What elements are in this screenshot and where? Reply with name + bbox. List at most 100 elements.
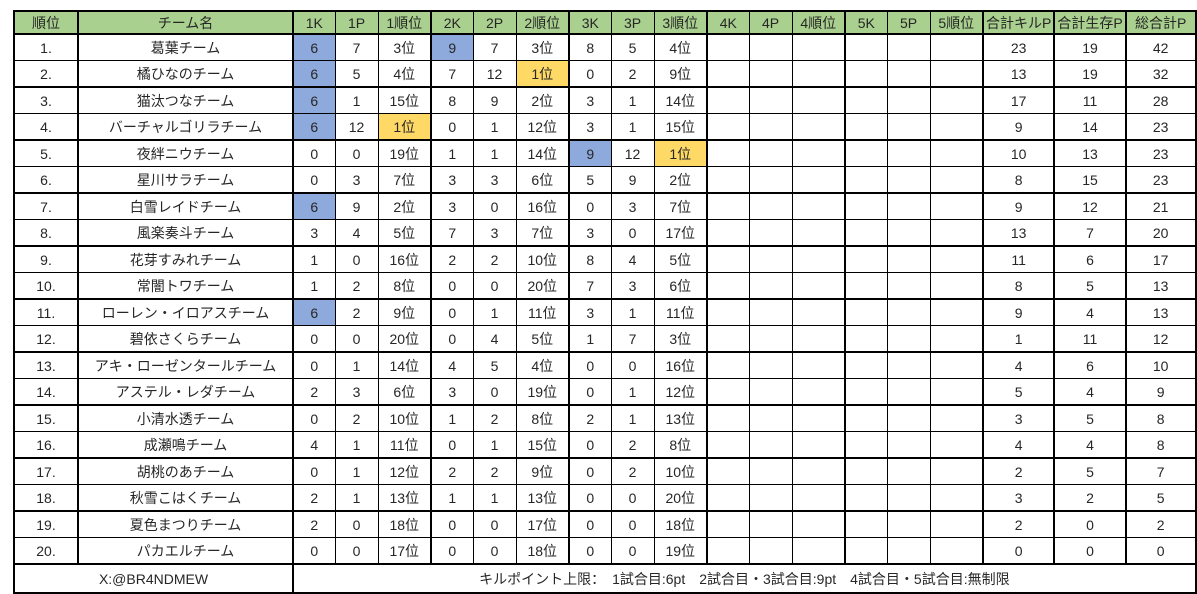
total-cell: 7 [1124,457,1197,485]
rank-cell: 6. [13,166,79,194]
score-cell: 4位 [377,60,432,88]
score-cell: 5位 [515,325,570,353]
score-cell: 6 [292,86,336,114]
score-cell: 1 [610,298,655,326]
score-cell [791,404,846,432]
score-cell: 5位 [377,219,432,247]
score-cell [706,192,750,220]
score-cell: 4位 [653,33,708,61]
score-cell: 3 [568,219,612,247]
column-header: 3順位 [653,10,708,35]
score-cell: 9位 [377,298,432,326]
total-cell: 12 [1053,192,1127,220]
rank-cell: 17. [13,457,79,485]
score-cell: 0 [472,272,517,300]
score-cell [748,113,793,141]
score-cell: 0 [334,325,379,353]
score-cell: 0 [430,272,474,300]
score-cell [706,113,750,141]
score-cell [844,351,888,379]
score-cell [748,219,793,247]
score-cell: 2 [430,245,474,273]
column-header: 総合計P [1124,10,1197,35]
score-cell: 14位 [377,351,432,379]
score-cell [748,139,793,167]
total-cell: 13 [1124,272,1197,300]
score-cell: 1 [334,457,379,485]
rank-cell: 2. [13,60,79,88]
team-name-cell: アステル・レダチーム [77,378,294,406]
team-name-cell: アキ・ローゼンタールチーム [77,351,294,379]
score-cell: 1位 [377,113,432,141]
score-cell [748,537,793,565]
score-cell: 1位 [653,139,708,167]
score-cell: 16位 [377,245,432,273]
score-cell: 3 [568,113,612,141]
table-row: 5. 夜絆ニウチーム 0 0 19位 1 1 14位 9 12 1位 10 13 23 [13,139,1197,167]
score-cell: 1 [472,484,517,512]
score-cell [791,86,846,114]
score-cell: 1 [292,245,336,273]
total-cell: 21 [1124,192,1197,220]
score-cell [886,219,931,247]
team-name-cell: 葛葉チーム [77,33,294,61]
total-cell: 3 [981,404,1055,432]
column-header: 1順位 [377,10,432,35]
score-cell: 8 [568,33,612,61]
score-cell: 1 [472,431,517,459]
table-row: 19. 夏色まつりチーム 2 0 18位 0 0 17位 0 0 18位 2 0 2 [13,510,1197,538]
score-cell: 2 [472,404,517,432]
rank-cell: 13. [13,351,79,379]
score-cell [706,60,750,88]
score-cell [929,166,984,194]
score-cell: 12 [334,113,379,141]
score-cell: 0 [430,431,474,459]
score-cell: 1 [610,86,655,114]
score-cell [844,219,888,247]
score-cell [791,537,846,565]
score-cell: 1 [334,431,379,459]
total-cell: 9 [1124,378,1197,406]
score-cell: 0 [430,510,474,538]
column-header: 5P [886,10,931,35]
score-cell [791,166,846,194]
team-name-cell: 風楽奏斗チーム [77,219,294,247]
score-cell [929,60,984,88]
score-cell [886,378,931,406]
score-cell [791,113,846,141]
score-cell [844,86,888,114]
total-cell: 8 [981,166,1055,194]
score-cell: 1 [472,113,517,141]
score-cell: 0 [292,404,336,432]
score-cell [844,272,888,300]
table-row: 6. 星川サラチーム 0 3 7位 3 3 6位 5 9 2位 8 15 23 [13,166,1197,194]
score-cell: 2 [610,457,655,485]
score-cell: 0 [292,537,336,565]
rank-cell: 10. [13,272,79,300]
team-name-cell: 成瀬鳴チーム [77,431,294,459]
score-cell [929,219,984,247]
score-cell [844,60,888,88]
score-cell: 0 [568,192,612,220]
table-footer: X:@BR4NDMEW キルポイント上限： 1試合目:6pt 2試合目・3試合目… [13,563,1197,594]
score-cell [844,378,888,406]
score-cell: 13位 [377,484,432,512]
score-cell [706,139,750,167]
score-cell [844,404,888,432]
column-header: 2K [430,10,474,35]
score-cell: 8 [430,86,474,114]
score-cell [844,166,888,194]
standings-sheet: 順位 チーム名 1K 1P 1順位 2K 2P 2順位 3K 3P 3順位 4K 4P 4順位 5K 5P 5順… [13,10,1197,594]
score-cell: 15位 [653,113,708,141]
score-cell: 3 [472,219,517,247]
score-cell: 0 [334,510,379,538]
score-cell [886,139,931,167]
score-cell: 3 [430,378,474,406]
score-cell: 12位 [515,113,570,141]
team-name-cell: 小清水透チーム [77,404,294,432]
score-cell: 0 [610,537,655,565]
total-cell: 5 [981,378,1055,406]
score-cell: 1 [610,113,655,141]
total-cell: 1 [981,325,1055,353]
score-cell [748,404,793,432]
